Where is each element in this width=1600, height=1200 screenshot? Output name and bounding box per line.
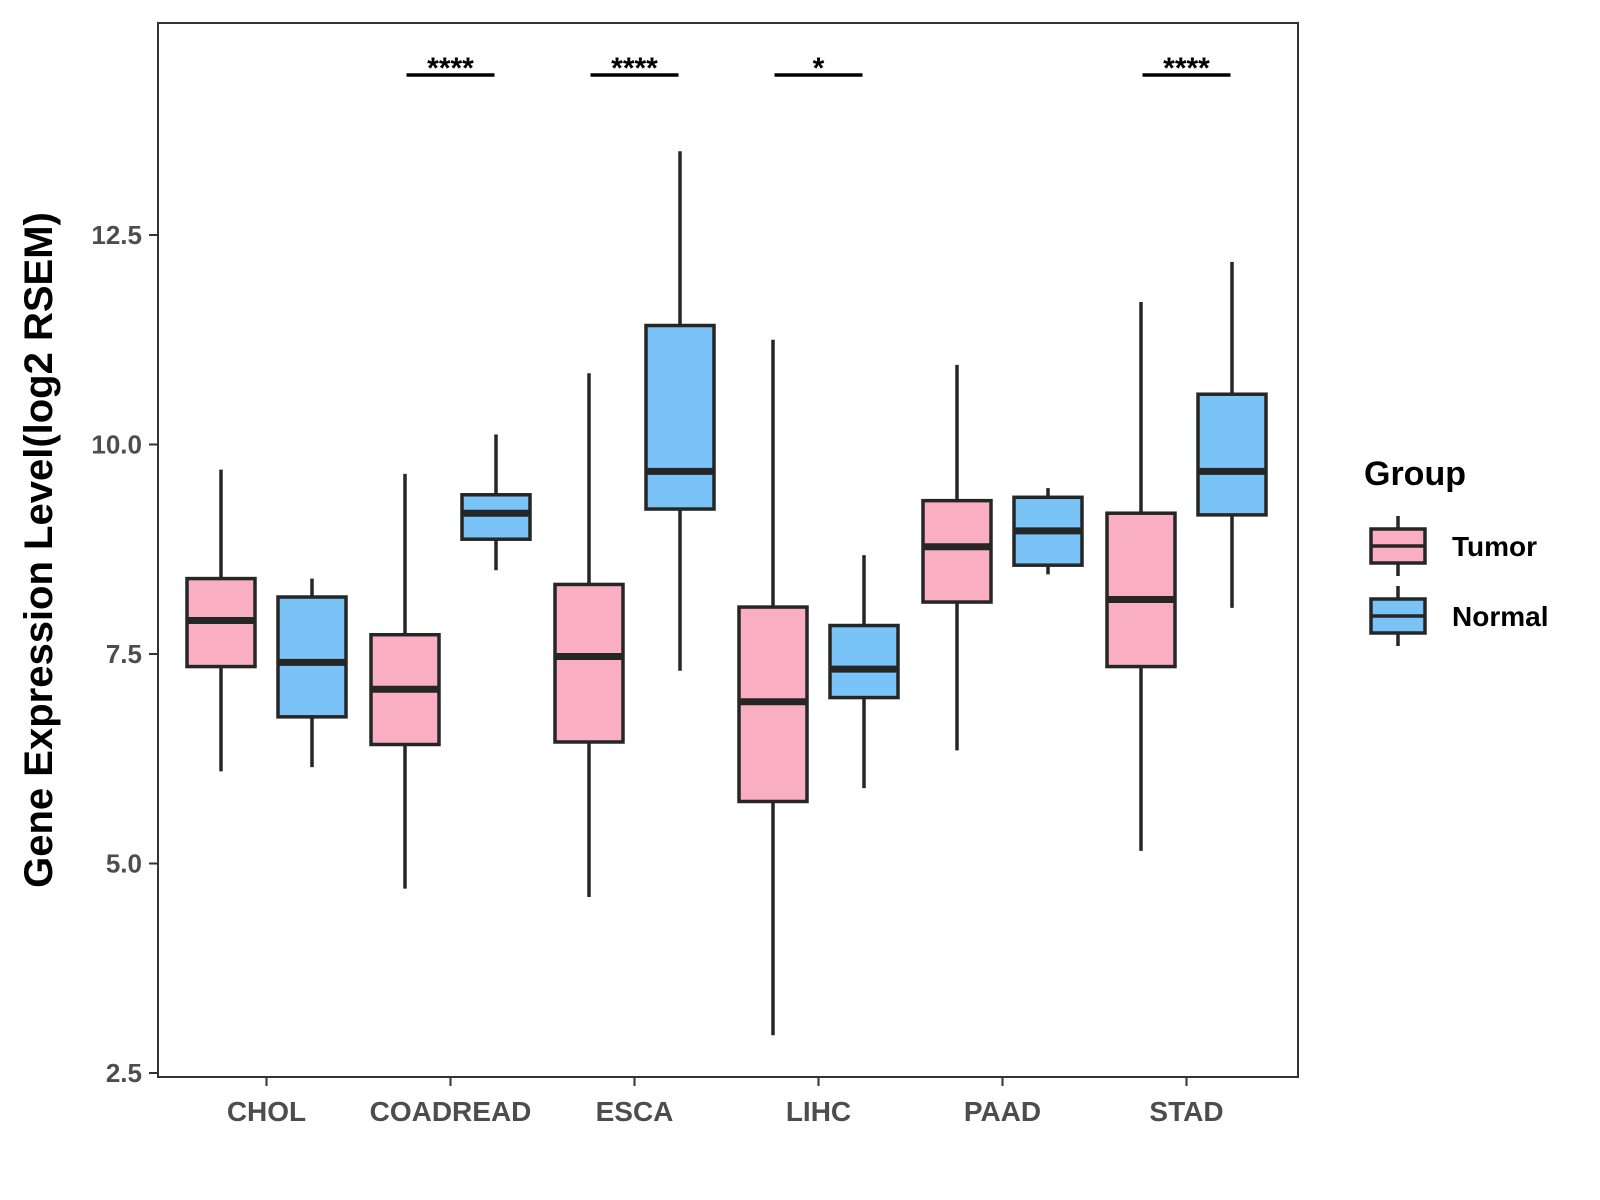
box-body xyxy=(1105,511,1177,669)
significance-label: **** xyxy=(427,52,474,85)
legend-label: Tumor xyxy=(1452,531,1537,562)
legend-item-tumor: Tumor xyxy=(1369,516,1537,576)
box-body xyxy=(828,623,900,700)
y-tick-label: 7.5 xyxy=(106,639,142,669)
significance-coadread: **** xyxy=(406,52,495,85)
y-axis-title: Gene Expression Level(log2 RSEM) xyxy=(17,212,61,888)
y-tick-label: 12.5 xyxy=(91,220,142,250)
boxes-layer xyxy=(185,151,1268,1036)
box-normal-coadread xyxy=(460,434,532,571)
legend-items: Tumor Normal xyxy=(1369,516,1548,646)
box-tumor-chol xyxy=(185,469,257,772)
y-tick-label: 10.0 xyxy=(91,430,142,460)
significance-label: **** xyxy=(1163,52,1210,85)
legend-item-normal: Normal xyxy=(1369,586,1548,646)
box-normal-lihc xyxy=(828,555,900,789)
box-body xyxy=(276,595,348,719)
significance-lihc: * xyxy=(774,52,863,85)
y-tick-label: 2.5 xyxy=(106,1058,142,1088)
box-tumor-stad xyxy=(1105,302,1177,851)
significance-label: * xyxy=(813,52,825,85)
x-tick-label-esca: ESCA xyxy=(596,1096,674,1127)
legend-title: Group xyxy=(1364,455,1466,493)
box-normal-esca xyxy=(644,151,716,671)
box-tumor-coadread xyxy=(369,473,441,889)
box-tumor-lihc xyxy=(737,339,809,1036)
box-tumor-paad xyxy=(921,364,993,751)
x-tick-label-paad: PAAD xyxy=(964,1096,1041,1127)
x-tick-label-coadread: COADREAD xyxy=(370,1096,532,1127)
box-body xyxy=(921,498,993,604)
box-body xyxy=(460,493,532,541)
x-axis: CHOL COADREAD ESCA LIHC PAAD STAD xyxy=(227,1077,1224,1127)
significance-esca: **** xyxy=(590,52,679,85)
x-tick-label-stad: STAD xyxy=(1149,1096,1223,1127)
box-normal-paad xyxy=(1012,488,1084,575)
box-tumor-esca xyxy=(553,373,625,898)
box-body xyxy=(644,323,716,511)
significance-stad: **** xyxy=(1142,52,1231,85)
significance-label: **** xyxy=(611,52,658,85)
box-body xyxy=(1196,392,1268,517)
box-normal-stad xyxy=(1196,261,1268,608)
box-body xyxy=(553,582,625,744)
y-tick-label: 5.0 xyxy=(106,849,142,879)
significance-layer: **** **** * **** xyxy=(406,52,1231,85)
box-normal-chol xyxy=(276,578,348,768)
x-tick-label-chol: CHOL xyxy=(227,1096,306,1127)
legend-label: Normal xyxy=(1452,601,1548,632)
y-axis: 2.5 5.0 7.5 10.0 12.5 xyxy=(91,220,158,1088)
x-tick-label-lihc: LIHC xyxy=(786,1096,851,1127)
legend: Group Tumor Normal xyxy=(1364,455,1548,646)
